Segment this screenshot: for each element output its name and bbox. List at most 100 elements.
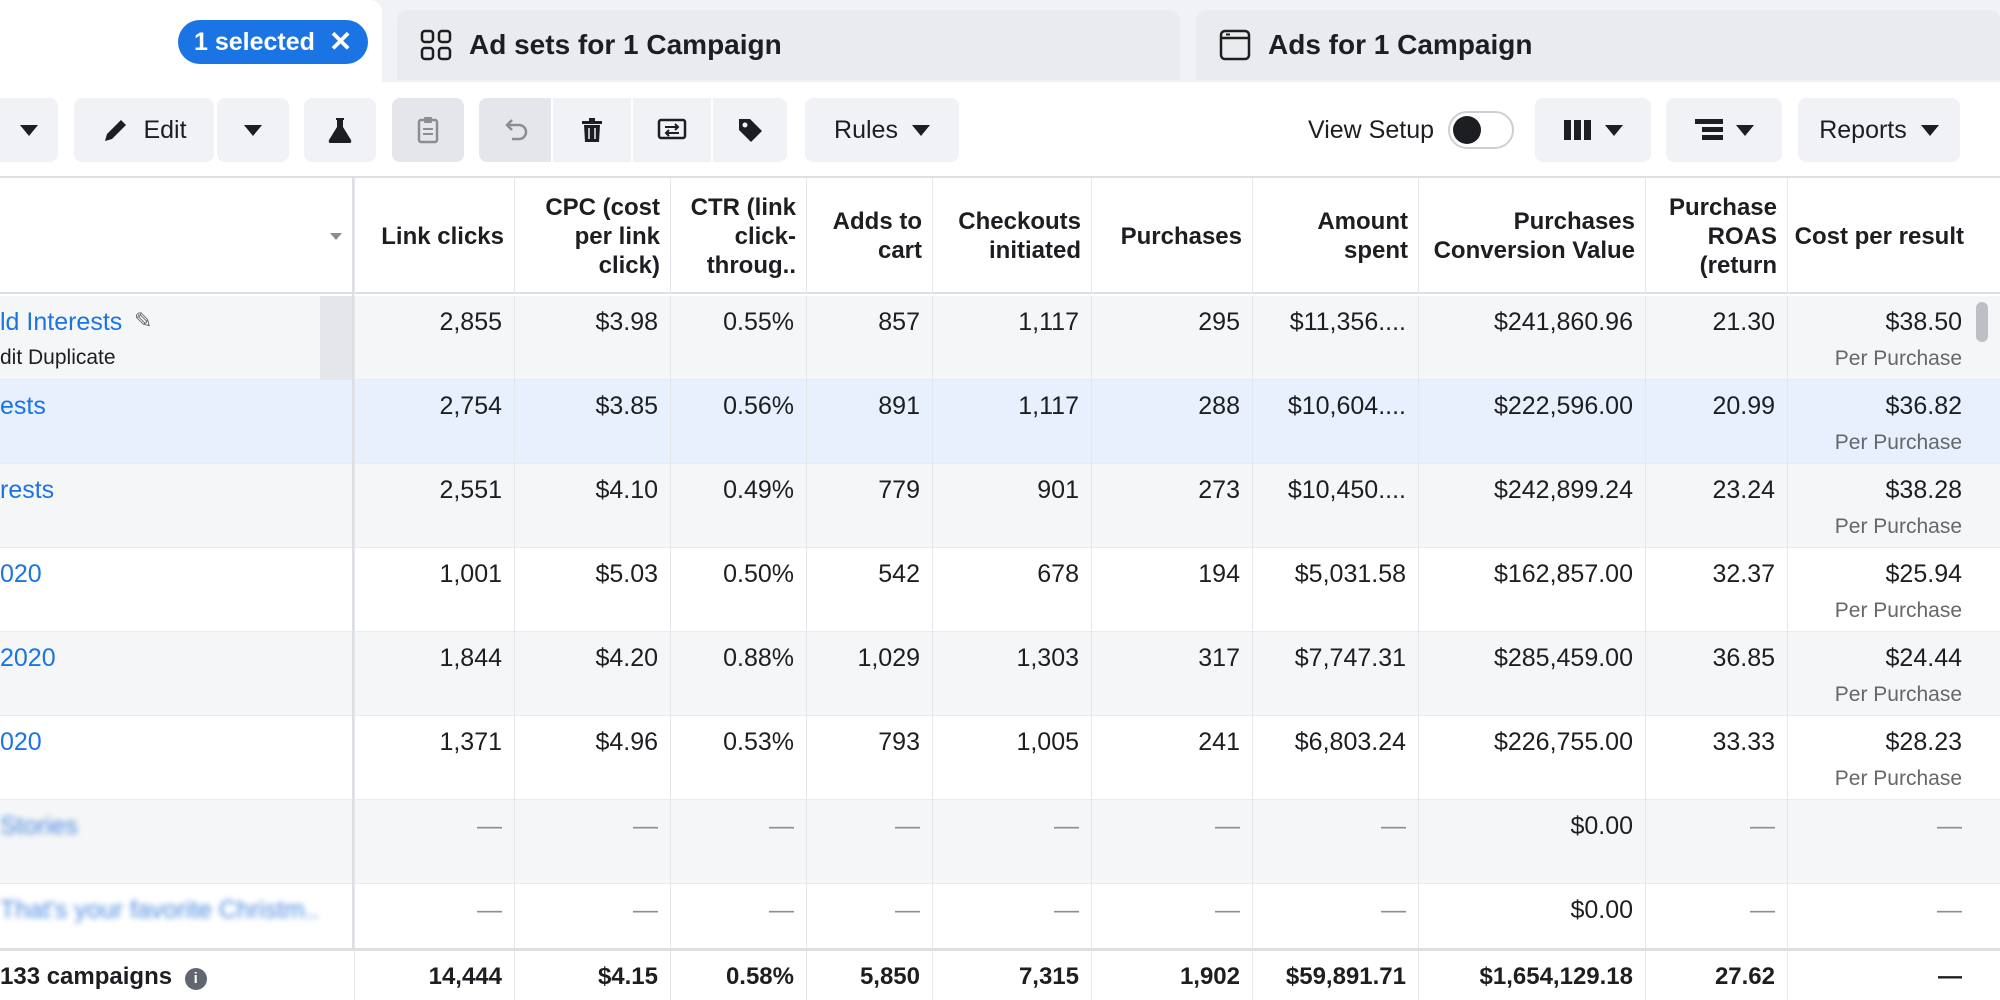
table-row[interactable]: ld Interests ✎ dit Duplicate 2,855 $3.98 0.55… (0, 296, 2000, 380)
cell-link-clicks: — (354, 884, 514, 968)
cell-adds-to-cart: — (806, 800, 932, 884)
cell-checkouts-initiated: 1,303 (932, 632, 1091, 716)
rules-button[interactable]: Rules (805, 98, 959, 162)
header-checkouts-initiated[interactable]: Checkouts initiated (932, 178, 1091, 294)
export-button[interactable] (633, 98, 711, 162)
cell-value: $5.03 (595, 560, 658, 588)
header-purchase-roas[interactable]: Purchase ROAS (return (1645, 178, 1787, 294)
caret-down-icon (20, 124, 38, 136)
table-row[interactable]: 020 1,371 $4.96 0.53% 793 1,005 241 $6,803.24 $2… (0, 716, 2000, 800)
cell-value: — (895, 896, 920, 924)
cell-cost-per-result: $25.94 Per Purchase (1787, 548, 1974, 632)
table-row[interactable]: ests 2,754 $3.85 0.56% 891 1,117 288 $10,604...… (0, 380, 2000, 464)
columns-button[interactable] (1535, 98, 1651, 162)
header-purchases[interactable]: Purchases (1091, 178, 1252, 294)
cell-value: $162,857.00 (1493, 560, 1633, 588)
cell-adds-to-cart: 1,029 (806, 632, 932, 716)
total-adds-to-cart: 5,850 (806, 951, 932, 1000)
close-icon[interactable]: ✕ (328, 26, 353, 57)
ab-test-button[interactable] (304, 98, 376, 162)
scrollbar-thumb[interactable] (1976, 302, 1988, 342)
header-purchases-conversion-value[interactable]: Purchases Conversion Value (1418, 178, 1645, 294)
table-row[interactable]: 2020 1,844 $4.20 0.88% 1,029 1,303 317 $7,747.3… (0, 632, 2000, 716)
edit-label: Edit (143, 115, 187, 144)
view-setup-toggle[interactable] (1448, 111, 1515, 149)
cell-value: 21.30 (1712, 308, 1775, 336)
header-link-clicks[interactable]: Link clicks (354, 178, 514, 294)
selection-count: 1 selected (194, 27, 315, 56)
tab-campaigns[interactable]: 1 selected ✕ (0, 0, 382, 84)
campaign-name-cell[interactable]: 020 (0, 716, 352, 800)
cell-link-clicks: 1,844 (354, 632, 514, 716)
reports-label: Reports (1819, 115, 1907, 144)
campaign-name-link[interactable]: That's your favorite Christm.. (0, 896, 319, 924)
campaign-name-cell[interactable]: ld Interests ✎ dit Duplicate (0, 296, 352, 380)
breakdown-button[interactable] (1666, 98, 1782, 162)
campaign-name-link[interactable]: ests (0, 392, 46, 420)
table-row[interactable]: 020 1,001 $5.03 0.50% 542 678 194 $5,031.58 $162… (0, 548, 2000, 632)
cell-value: $6,803.24 (1294, 728, 1406, 756)
header-ctr[interactable]: CTR (link click-throug.. (670, 178, 806, 294)
cell-value: $11,356.... (1289, 308, 1406, 336)
cell-value: 1,005 (1016, 728, 1079, 756)
duplicate-button[interactable] (392, 98, 464, 162)
campaign-name-cell[interactable]: ests (0, 380, 352, 464)
cell-value: $242,899.24 (1493, 476, 1633, 504)
cell-value: $222,596.00 (1493, 392, 1633, 420)
campaign-name-link[interactable]: 2020 (0, 644, 56, 672)
cell-checkouts-initiated: 1,005 (932, 716, 1091, 800)
tab-ads[interactable]: Ads for 1 Campaign (1196, 10, 2000, 80)
create-dropdown-button[interactable] (0, 98, 58, 162)
column-divider[interactable] (352, 178, 354, 1000)
campaign-table: Link clicks CPC (cost per link click) CT… (0, 178, 2000, 1000)
cell-purchases-conversion-value: $226,755.00 (1418, 716, 1645, 800)
cell-value: 779 (878, 476, 920, 504)
header-amount-spent[interactable]: Amount spent (1252, 178, 1418, 294)
header-adds-to-cart[interactable]: Adds to cart (806, 178, 932, 294)
header-cpc[interactable]: CPC (cost per link click) (514, 178, 670, 294)
table-row[interactable]: rests 2,551 $4.10 0.49% 779 901 273 $10,450....… (0, 464, 2000, 548)
cell-purchase-roas: 36.85 (1645, 632, 1787, 716)
campaign-name-link[interactable]: rests (0, 476, 55, 504)
cell-adds-to-cart: 793 (806, 716, 932, 800)
selection-pill[interactable]: 1 selected ✕ (178, 20, 369, 64)
cell-value: $4.96 (595, 728, 658, 756)
campaign-name-link[interactable]: 020 (0, 560, 42, 588)
edit-button[interactable]: Edit (74, 98, 214, 162)
reports-button[interactable]: Reports (1798, 98, 1960, 162)
rules-label: Rules (834, 115, 898, 144)
row-actions[interactable]: dit Duplicate (0, 346, 116, 369)
total-cpc: $4.15 (514, 951, 670, 1000)
edit-dropdown-button[interactable] (217, 98, 289, 162)
campaign-name-cell[interactable]: rests (0, 464, 352, 548)
campaign-name-cell[interactable]: That's your favorite Christm.. (0, 884, 352, 968)
vertical-scrollbar[interactable] (1974, 294, 1990, 944)
cell-value: 891 (878, 392, 920, 420)
cell-value: $226,755.00 (1493, 728, 1633, 756)
cell-ctr: 0.55% (670, 296, 806, 380)
campaign-name-cell[interactable]: 020 (0, 548, 352, 632)
table-row[interactable]: That's your favorite Christm.. — — — — — — — $0.… (0, 884, 2000, 968)
header-cost-per-result[interactable]: Cost per result (1787, 178, 1974, 294)
caret-down-icon (1736, 124, 1754, 136)
name-column-header[interactable] (0, 178, 352, 294)
campaign-name-link[interactable]: ld Interests (0, 308, 123, 336)
cell-purchases-conversion-value: $242,899.24 (1418, 464, 1645, 548)
cell-amount-spent: — (1252, 800, 1418, 884)
campaign-name-cell[interactable]: Stories (0, 800, 352, 884)
tag-button[interactable] (713, 98, 787, 162)
undo-button[interactable] (479, 98, 551, 162)
campaign-name-link[interactable]: Stories (0, 812, 78, 840)
cell-purchases: 194 (1091, 548, 1252, 632)
table-row[interactable]: Stories — — — — — — — $0.00 — — (0, 800, 2000, 884)
delete-button[interactable] (553, 98, 631, 162)
cell-value: 241 (1198, 728, 1240, 756)
pencil-icon[interactable]: ✎ (134, 308, 153, 333)
campaign-name-link[interactable]: 020 (0, 728, 42, 756)
cell-value: — (1381, 896, 1406, 924)
campaign-name-cell[interactable]: 2020 (0, 632, 352, 716)
tab-ad-sets[interactable]: Ad sets for 1 Campaign (397, 10, 1180, 80)
cell-amount-spent: $6,803.24 (1252, 716, 1418, 800)
cell-value: 0.88% (723, 644, 794, 672)
info-icon[interactable]: i (184, 968, 207, 990)
